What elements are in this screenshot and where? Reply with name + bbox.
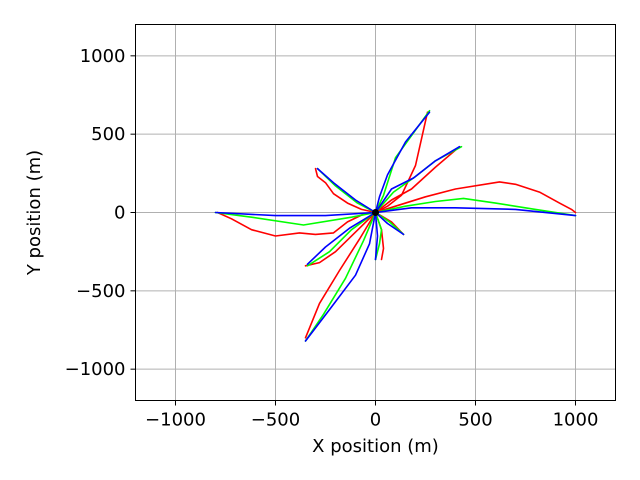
y-tick-label: −500 (76, 281, 125, 302)
trajectory-line (374, 197, 577, 217)
trajectory-line (374, 145, 461, 214)
y-tick-label: −1000 (65, 359, 126, 380)
trajectory-line (304, 211, 377, 342)
trajectory-line (316, 167, 377, 214)
trajectory-line (304, 211, 377, 339)
x-tick-label: −1000 (145, 410, 206, 431)
trajectory-line (374, 211, 383, 261)
trajectory-line (374, 211, 379, 261)
trajectory-line (374, 181, 577, 214)
x-tick-label: −500 (251, 410, 300, 431)
y-tick-label: 0 (114, 203, 125, 224)
x-tick-label: 500 (458, 410, 492, 431)
trajectory-line (374, 207, 577, 217)
y-tick-label: 1000 (80, 46, 126, 67)
trajectory-line (314, 167, 377, 214)
y-tick-label: 500 (91, 124, 125, 145)
origin-marker (372, 209, 379, 216)
ticks: −1000 −500 0 500 1000 −1000 −500 0 500 1000 (65, 46, 599, 431)
trajectory-line (214, 211, 377, 226)
trajectory-line (304, 211, 377, 267)
trajectory-line (306, 211, 377, 265)
trajectory-line (214, 211, 377, 217)
y-axis-label: Y position (m) (24, 150, 45, 276)
trajectory-line (374, 211, 405, 236)
x-tick-label: 1000 (553, 410, 599, 431)
x-tick-label: 0 (370, 410, 381, 431)
plot-area (214, 109, 577, 342)
trajectory-line (304, 211, 377, 342)
trajectory-line (216, 211, 377, 237)
x-axis-label: X position (m) (312, 436, 439, 457)
trajectory-line (306, 211, 377, 267)
trajectory-line (374, 211, 405, 236)
trajectory-line (374, 145, 461, 214)
trajectory-line (374, 111, 431, 214)
